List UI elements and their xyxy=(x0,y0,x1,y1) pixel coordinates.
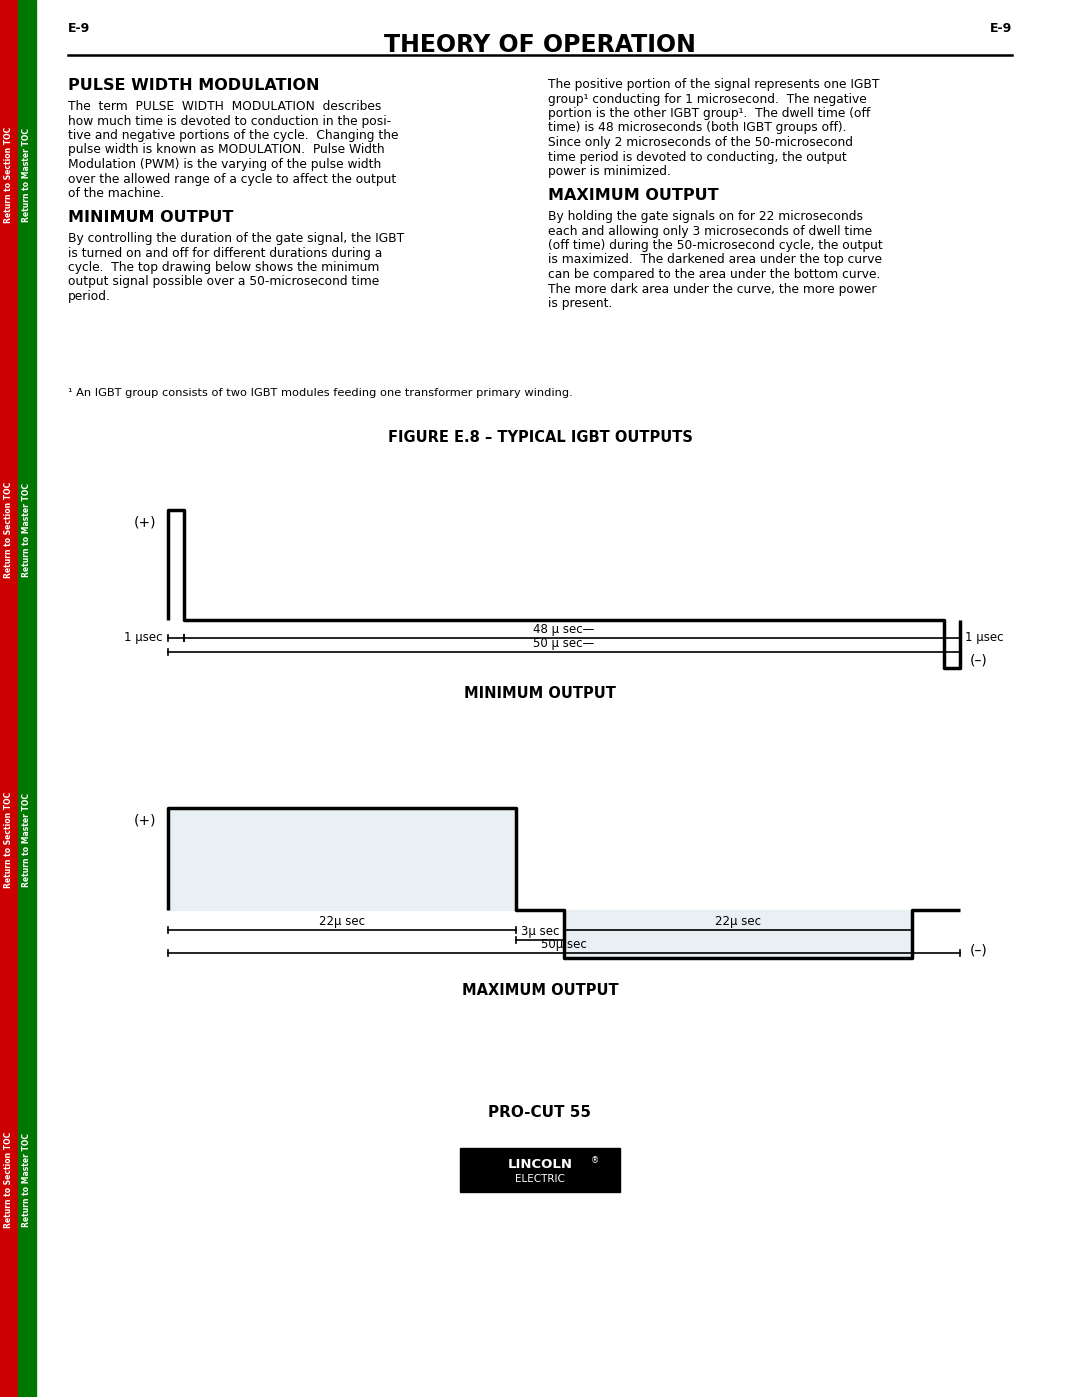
Text: each and allowing only 3 microseconds of dwell time: each and allowing only 3 microseconds of… xyxy=(548,225,873,237)
Text: 50 μ sec—: 50 μ sec— xyxy=(534,637,595,650)
Text: Return to Section TOC: Return to Section TOC xyxy=(4,1132,14,1228)
Text: E-9: E-9 xyxy=(68,22,91,35)
Text: Return to Master TOC: Return to Master TOC xyxy=(23,1133,31,1227)
Text: 1 μsec: 1 μsec xyxy=(124,631,163,644)
Text: (–): (–) xyxy=(970,943,988,957)
Text: (+): (+) xyxy=(134,813,156,827)
Text: MINIMUM OUTPUT: MINIMUM OUTPUT xyxy=(68,210,233,225)
Text: By controlling the duration of the gate signal, the IGBT: By controlling the duration of the gate … xyxy=(68,232,404,244)
Bar xyxy=(460,1148,620,1192)
Text: ®: ® xyxy=(591,1155,599,1165)
Text: 3μ sec: 3μ sec xyxy=(521,925,559,937)
Text: LINCOLN: LINCOLN xyxy=(508,1158,572,1171)
Text: PRO-CUT 55: PRO-CUT 55 xyxy=(488,1105,592,1120)
Text: ¹ An IGBT group consists of two IGBT modules feeding one transformer primary win: ¹ An IGBT group consists of two IGBT mod… xyxy=(68,388,572,398)
Text: MAXIMUM OUTPUT: MAXIMUM OUTPUT xyxy=(548,189,718,203)
Text: portion is the other IGBT group¹.  The dwell time (off: portion is the other IGBT group¹. The dw… xyxy=(548,108,870,120)
Text: 50μ sec: 50μ sec xyxy=(541,937,586,951)
Text: of the machine.: of the machine. xyxy=(68,187,164,200)
Text: output signal possible over a 50-microsecond time: output signal possible over a 50-microse… xyxy=(68,275,379,289)
Text: MINIMUM OUTPUT: MINIMUM OUTPUT xyxy=(464,686,616,701)
Text: is present.: is present. xyxy=(548,298,612,310)
Text: The positive portion of the signal represents one IGBT: The positive portion of the signal repre… xyxy=(548,78,879,91)
Text: how much time is devoted to conduction in the posi-: how much time is devoted to conduction i… xyxy=(68,115,391,127)
Text: can be compared to the area under the bottom curve.: can be compared to the area under the bo… xyxy=(548,268,880,281)
Text: Return to Section TOC: Return to Section TOC xyxy=(4,482,14,578)
Text: Return to Master TOC: Return to Master TOC xyxy=(23,129,31,222)
Text: By holding the gate signals on for 22 microseconds: By holding the gate signals on for 22 mi… xyxy=(548,210,863,224)
Text: MAXIMUM OUTPUT: MAXIMUM OUTPUT xyxy=(461,983,619,997)
Text: Modulation (PWM) is the varying of the pulse width: Modulation (PWM) is the varying of the p… xyxy=(68,158,381,170)
Text: 22μ sec: 22μ sec xyxy=(320,915,365,928)
Text: ELECTRIC: ELECTRIC xyxy=(515,1173,565,1183)
Text: 22μ sec: 22μ sec xyxy=(715,915,761,928)
Text: time period is devoted to conducting, the output: time period is devoted to conducting, th… xyxy=(548,151,847,163)
Text: (–): (–) xyxy=(970,652,988,666)
Bar xyxy=(0,0,18,1397)
Bar xyxy=(168,807,516,909)
Text: period.: period. xyxy=(68,291,111,303)
Text: Since only 2 microseconds of the 50-microsecond: Since only 2 microseconds of the 50-micr… xyxy=(548,136,853,149)
Text: The more dark area under the curve, the more power: The more dark area under the curve, the … xyxy=(548,282,877,296)
Text: THEORY OF OPERATION: THEORY OF OPERATION xyxy=(384,34,696,57)
Bar xyxy=(18,0,36,1397)
Text: pulse width is known as MODULATION.  Pulse Width: pulse width is known as MODULATION. Puls… xyxy=(68,144,384,156)
Text: PULSE WIDTH MODULATION: PULSE WIDTH MODULATION xyxy=(68,78,320,94)
Text: (off time) during the 50-microsecond cycle, the output: (off time) during the 50-microsecond cyc… xyxy=(548,239,882,251)
Text: Return to Section TOC: Return to Section TOC xyxy=(4,127,14,224)
Text: is turned on and off for different durations during a: is turned on and off for different durat… xyxy=(68,246,382,260)
Bar xyxy=(564,909,913,958)
Text: cycle.  The top drawing below shows the minimum: cycle. The top drawing below shows the m… xyxy=(68,261,379,274)
Text: Return to Master TOC: Return to Master TOC xyxy=(23,793,31,887)
Text: The  term  PULSE  WIDTH  MODULATION  describes: The term PULSE WIDTH MODULATION describe… xyxy=(68,101,381,113)
Text: is maximized.  The darkened area under the top curve: is maximized. The darkened area under th… xyxy=(548,253,882,267)
Text: E-9: E-9 xyxy=(989,22,1012,35)
Text: Return to Master TOC: Return to Master TOC xyxy=(23,483,31,577)
Text: 1 μsec: 1 μsec xyxy=(966,631,1003,644)
Text: FIGURE E.8 – TYPICAL IGBT OUTPUTS: FIGURE E.8 – TYPICAL IGBT OUTPUTS xyxy=(388,430,692,446)
Text: tive and negative portions of the cycle.  Changing the: tive and negative portions of the cycle.… xyxy=(68,129,399,142)
Text: Return to Section TOC: Return to Section TOC xyxy=(4,792,14,888)
Text: over the allowed range of a cycle to affect the output: over the allowed range of a cycle to aff… xyxy=(68,172,396,186)
Text: 48 μ sec—: 48 μ sec— xyxy=(534,623,595,636)
Text: (+): (+) xyxy=(134,515,156,529)
Text: group¹ conducting for 1 microsecond.  The negative: group¹ conducting for 1 microsecond. The… xyxy=(548,92,867,106)
Text: power is minimized.: power is minimized. xyxy=(548,165,671,177)
Text: time) is 48 microseconds (both IGBT groups off).: time) is 48 microseconds (both IGBT grou… xyxy=(548,122,847,134)
